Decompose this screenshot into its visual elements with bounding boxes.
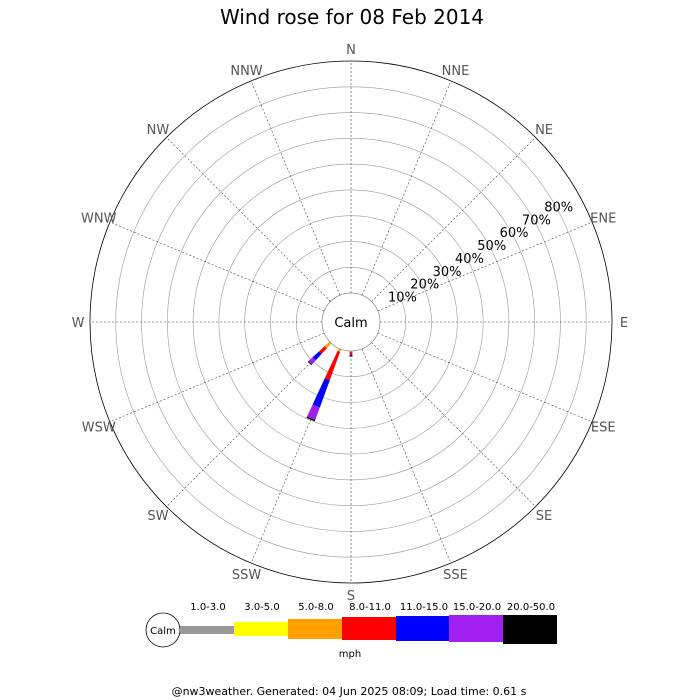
direction-label-sw: SW <box>147 509 168 524</box>
direction-label-e: E <box>620 316 628 331</box>
bar-segment-sw-6 <box>307 361 312 366</box>
spoke-line <box>377 221 593 312</box>
spoke-line <box>371 137 536 302</box>
spoke-line <box>371 342 536 507</box>
chart-title: Wind rose for 08 Feb 2014 <box>220 5 484 29</box>
direction-label-s: S <box>347 589 355 604</box>
ring-label: 80% <box>544 200 573 215</box>
spoke-line <box>377 332 593 423</box>
polar-grid <box>89 60 613 584</box>
ring-label: 10% <box>388 291 417 306</box>
ring-labels: 10%20%30%40%50%60%70%80% <box>388 200 573 305</box>
speed-legend: Calm 1.0-3.0 3.0-5.0 5.0-8.0 8.0-11.0 11.0-15… <box>145 602 557 660</box>
direction-label-se: SE <box>536 509 552 524</box>
footer-text: @nw3weather. Generated: 04 Jun 2025 08:0… <box>172 685 527 698</box>
calm-circle: Calm <box>321 292 381 352</box>
legend-calm-label: Calm <box>150 626 176 637</box>
bar-segment-ssw-6 <box>306 416 316 422</box>
grid-ring <box>218 189 484 455</box>
grid-ring <box>115 86 587 558</box>
bar-segment-ssw-5 <box>307 404 320 420</box>
direction-label-wnw: WNW <box>81 212 117 227</box>
legend-swatch-6 <box>503 615 557 644</box>
direction-label-ne: NE <box>535 123 553 138</box>
spoke-line <box>361 348 452 564</box>
calm-label: Calm <box>334 316 367 331</box>
direction-label-nw: NW <box>147 123 170 138</box>
ring-label: 50% <box>477 239 506 254</box>
legend-bin-label: 8.0-11.0 <box>349 602 391 613</box>
legend-swatch-5 <box>449 615 503 642</box>
ring-label: 40% <box>455 252 484 267</box>
bar-segment-s-3 <box>349 351 353 356</box>
spoke-line <box>166 342 331 507</box>
legend-bin-label: 5.0-8.0 <box>298 602 333 613</box>
bar-segment-ssw-4 <box>312 378 330 408</box>
direction-label-ese: ESE <box>591 420 616 435</box>
spoke-line <box>166 137 331 302</box>
direction-labels: N NNE NE ENE E ESE SE SSE S SSW SW WSW W WNW NW NNW <box>72 43 629 604</box>
direction-label-ssw: SSW <box>232 568 262 583</box>
spoke-line <box>361 80 452 296</box>
legend-swatch-1 <box>234 622 288 636</box>
grid-ring <box>270 241 432 403</box>
spoke-line <box>250 348 341 564</box>
ring-label: 70% <box>522 213 551 228</box>
direction-label-nnw: NNW <box>230 64 262 79</box>
grid-ring <box>167 138 535 506</box>
legend-swatch-2 <box>288 619 342 639</box>
legend-unit-label: mph <box>339 649 361 660</box>
legend-swatch-0 <box>180 626 234 634</box>
direction-label-w: W <box>72 316 85 331</box>
outer-ring <box>89 60 613 584</box>
direction-label-ene: ENE <box>590 212 616 227</box>
ring-label: 20% <box>410 278 439 293</box>
ring-label: 60% <box>500 226 529 241</box>
bar-segment-sw-4 <box>312 351 322 361</box>
legend-swatch-4 <box>396 616 450 641</box>
bar-segment-s-4 <box>349 355 353 357</box>
bar-segment-sw-5 <box>308 357 316 365</box>
direction-label-sse: SSE <box>443 568 468 583</box>
direction-label-wsw: WSW <box>82 420 116 435</box>
legend-bin-label: 15.0-20.0 <box>453 602 501 613</box>
direction-label-nne: NNE <box>442 64 470 79</box>
legend-bin-label: 3.0-5.0 <box>244 602 279 613</box>
spoke-line <box>250 80 341 296</box>
direction-label-n: N <box>346 43 356 58</box>
bar-segment-sw-2 <box>324 341 332 349</box>
ring-label: 30% <box>433 265 462 280</box>
legend-bin-label: 1.0-3.0 <box>190 602 225 613</box>
bar-segment-sw-3 <box>319 346 327 354</box>
wind-bars <box>306 300 353 422</box>
spoke-line <box>109 221 325 312</box>
spoke-line <box>109 332 325 423</box>
legend-bin-label: 20.0-50.0 <box>507 602 555 613</box>
legend-bin-label: 11.0-15.0 <box>400 602 448 613</box>
legend-swatch-3 <box>342 617 396 640</box>
bar-segment-ssw-3 <box>324 350 341 381</box>
